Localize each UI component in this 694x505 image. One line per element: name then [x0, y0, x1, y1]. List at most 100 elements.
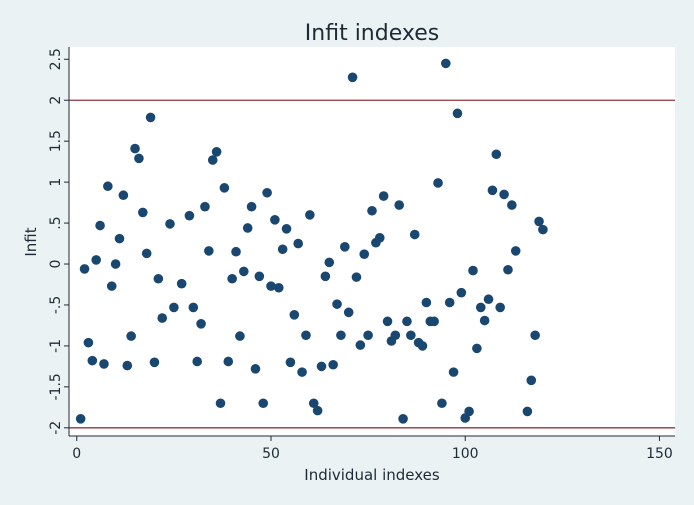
y-axis-label: Infit	[22, 227, 40, 256]
y-tick-label: 2.5	[48, 48, 64, 70]
y-axis-ticks: 2.521.51.50-.5-1-1.5-2	[48, 48, 69, 435]
scatter-point	[99, 359, 109, 369]
scatter-point	[110, 259, 121, 269]
scatter-point	[538, 224, 548, 235]
scatter-point	[188, 302, 199, 313]
scatter-point	[153, 273, 164, 284]
scatter-point	[510, 246, 521, 256]
scatter-point	[452, 108, 463, 119]
scatter-point	[130, 143, 140, 154]
scatter-point	[277, 244, 288, 255]
scatter-point	[479, 315, 490, 326]
scatter-point	[293, 238, 303, 249]
x-tick-label: 100	[452, 446, 479, 462]
scatter-point	[211, 147, 222, 157]
x-axis-ticks: 0 50 100 150	[72, 436, 673, 462]
scatter-point	[289, 309, 300, 320]
scatter-point	[231, 246, 241, 257]
scatter-point	[437, 398, 447, 409]
scatter-point	[483, 294, 494, 305]
scatter-point	[118, 190, 129, 201]
scatter-point	[169, 302, 179, 313]
y-tick-label: .5	[48, 216, 64, 229]
y-tick-label: 2	[48, 96, 64, 105]
scatter-point	[192, 356, 202, 367]
scatter-point	[340, 242, 350, 252]
y-tick-label: -2	[48, 421, 64, 435]
scatter-point	[196, 319, 206, 329]
scatter-point	[301, 330, 311, 341]
scatter-point	[246, 201, 257, 212]
scatter-point	[406, 330, 416, 341]
reference-lines	[69, 99, 675, 429]
scatter-point	[258, 398, 269, 409]
scatter-point	[367, 205, 377, 216]
scatter-point	[503, 264, 513, 275]
scatter-point	[297, 367, 307, 377]
scatter-point	[239, 266, 249, 277]
x-tick-label: 0	[72, 446, 81, 462]
scatter-point	[281, 224, 292, 234]
scatter-point	[316, 361, 327, 372]
scatter-point	[441, 58, 451, 69]
scatter-point	[215, 398, 226, 409]
scatter-point	[165, 219, 175, 229]
scatter-point	[390, 330, 401, 341]
scatter-point	[83, 337, 94, 348]
scatter-point	[336, 330, 346, 341]
x-axis-label: Individual indexes	[304, 466, 440, 484]
y-tick-label: 0	[48, 260, 64, 269]
scatter-point	[487, 185, 498, 196]
data-points	[75, 58, 548, 424]
scatter-point	[429, 316, 439, 327]
y-tick-label: -1	[48, 339, 64, 353]
scatter-point	[285, 357, 296, 368]
scatter-point	[270, 214, 280, 225]
scatter-point	[491, 149, 502, 160]
scatter-point	[402, 316, 412, 327]
x-tick-label: 150	[646, 446, 673, 462]
scatter-point	[242, 223, 253, 233]
scatter-point	[526, 375, 537, 386]
scatter-point	[114, 233, 125, 244]
scatter-point	[126, 331, 136, 341]
chart-title: Infit indexes	[305, 21, 439, 46]
scatter-point	[359, 249, 370, 259]
scatter-point	[534, 216, 544, 227]
scatter-point	[468, 265, 478, 276]
scatter-point	[207, 155, 218, 165]
scatter-point	[324, 257, 335, 268]
scatter-point	[138, 207, 148, 218]
scatter-point	[332, 299, 342, 309]
scatter-point	[145, 112, 156, 123]
y-tick-label: 1.5	[48, 130, 64, 152]
scatter-point	[464, 406, 474, 417]
scatter-point	[320, 271, 331, 282]
scatter-point	[448, 367, 459, 377]
scatter-point	[522, 406, 533, 417]
scatter-point	[343, 307, 354, 318]
scatter-point	[134, 153, 144, 164]
scatter-point	[204, 246, 214, 256]
scatter-point	[409, 229, 420, 240]
scatter-point	[347, 72, 358, 83]
scatter-point	[262, 187, 272, 198]
scatter-point	[273, 282, 284, 293]
scatter-point	[355, 340, 366, 350]
scatter-point	[235, 331, 245, 341]
scatter-point	[507, 200, 517, 210]
x-tick-label: 50	[262, 446, 280, 462]
scatter-point	[495, 302, 505, 313]
scatter-point	[382, 316, 393, 327]
scatter-point	[266, 281, 276, 291]
scatter-point	[475, 302, 486, 313]
scatter-point	[87, 355, 98, 366]
scatter-point	[363, 330, 373, 341]
scatter-point	[499, 189, 509, 200]
scatter-point	[351, 272, 362, 282]
scatter-point	[433, 178, 443, 188]
scatter-point	[328, 359, 338, 370]
scatter-point	[227, 273, 237, 284]
scatter-point	[308, 398, 319, 409]
